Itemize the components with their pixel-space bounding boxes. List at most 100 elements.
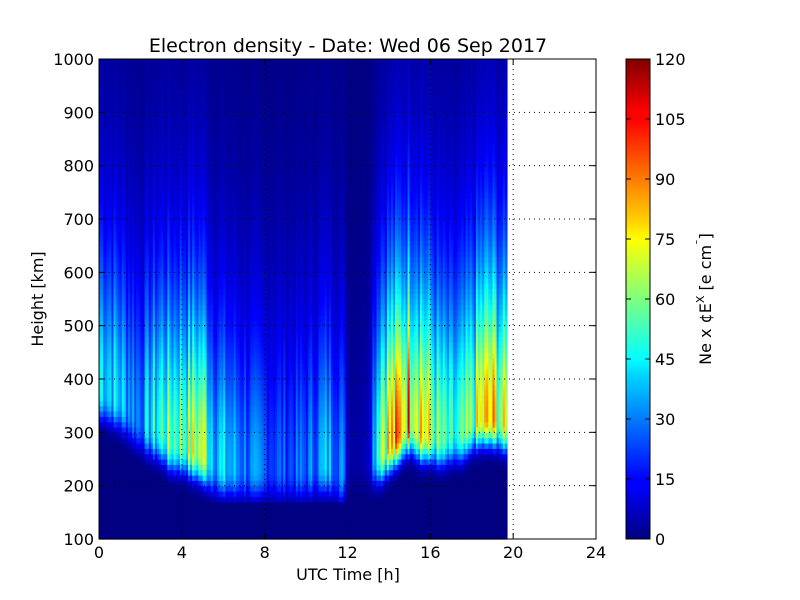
heatmap-cell xyxy=(113,96,117,103)
heatmap-cell xyxy=(159,320,162,327)
heatmap-cell xyxy=(101,528,104,535)
heatmap-cell xyxy=(179,139,183,145)
heatmap-cell xyxy=(125,224,129,231)
heatmap-cell xyxy=(140,107,144,113)
heatmap-cell xyxy=(121,160,125,167)
heatmap-cell xyxy=(140,229,144,236)
heatmap-cell xyxy=(163,485,166,492)
heatmap-cell xyxy=(198,219,202,225)
heatmap-cell xyxy=(173,517,177,524)
heatmap-cell xyxy=(177,453,181,460)
heatmap-cell xyxy=(101,299,104,305)
heatmap-cell xyxy=(169,432,173,439)
heatmap-cell xyxy=(119,293,123,300)
heatmap-column xyxy=(101,59,104,540)
heatmap-cell xyxy=(190,448,193,455)
heatmap-cell xyxy=(192,203,195,209)
heatmap-cell xyxy=(136,432,139,439)
heatmap-cell xyxy=(165,229,168,236)
heatmap-cell xyxy=(127,203,131,209)
heatmap-cell xyxy=(101,459,104,465)
heatmap-cell xyxy=(148,155,152,161)
heatmap-cell xyxy=(175,283,179,289)
heatmap-cell xyxy=(123,272,127,279)
heatmap-cell xyxy=(163,517,166,524)
heatmap-cell xyxy=(185,272,189,279)
heatmap-cell xyxy=(109,107,113,113)
heatmap-cell xyxy=(154,192,158,199)
heatmap-cell xyxy=(152,427,156,433)
heatmap-cell xyxy=(161,405,164,412)
heatmap-cell xyxy=(142,59,146,65)
heatmap-cell xyxy=(138,101,142,108)
heatmap-cell xyxy=(175,133,179,140)
heatmap-cell xyxy=(142,304,146,311)
heatmap-cell xyxy=(156,149,160,156)
heatmap-cell xyxy=(144,341,148,348)
heatmap-cell xyxy=(136,213,139,220)
heatmap-cell xyxy=(196,325,199,332)
heatmap-cell xyxy=(167,427,171,433)
heatmap-cell xyxy=(103,256,106,263)
heatmap-cell xyxy=(198,389,202,396)
heatmap-cell xyxy=(188,288,191,295)
heatmap-cell xyxy=(144,139,148,145)
heatmap-cell xyxy=(200,123,204,129)
heatmap-cell xyxy=(177,416,181,423)
heatmap-cell xyxy=(188,341,191,348)
heatmap-cell xyxy=(154,101,158,108)
heatmap-cell xyxy=(185,480,189,487)
heatmap-cell xyxy=(165,139,168,145)
heatmap-cell xyxy=(177,144,181,151)
heatmap-cell xyxy=(196,85,199,92)
heatmap-cell xyxy=(173,496,177,503)
heatmap-cell xyxy=(152,176,156,183)
heatmap-cell xyxy=(109,517,113,524)
heatmap-cell xyxy=(103,293,106,300)
heatmap-cell xyxy=(130,453,133,460)
heatmap-cell xyxy=(169,389,173,396)
heatmap-cell xyxy=(183,267,187,273)
heatmap-cell xyxy=(132,91,135,97)
heatmap-cell xyxy=(105,192,108,199)
heatmap-cell xyxy=(105,320,108,327)
heatmap-cell xyxy=(185,523,189,529)
heatmap-cell xyxy=(121,352,125,359)
heatmap-cell xyxy=(130,304,133,311)
heatmap-cell xyxy=(202,427,206,433)
heatmap-cell xyxy=(161,85,164,92)
heatmap-cell xyxy=(175,299,179,305)
heatmap-cell xyxy=(156,80,160,87)
heatmap-cell xyxy=(140,155,144,161)
heatmap-cell xyxy=(173,528,177,535)
heatmap-cell xyxy=(127,320,131,327)
heatmap-cell xyxy=(190,523,193,529)
heatmap-cell xyxy=(163,416,166,423)
heatmap-cell xyxy=(161,75,164,81)
heatmap-cell xyxy=(161,512,164,519)
heatmap-cell xyxy=(171,69,175,76)
heatmap-cell xyxy=(117,288,121,295)
heatmap-cell xyxy=(179,432,183,439)
heatmap-cell xyxy=(177,176,181,183)
heatmap-cell xyxy=(192,69,195,76)
heatmap-cell xyxy=(185,475,189,481)
heatmap-cell xyxy=(130,331,133,337)
heatmap-cell xyxy=(156,117,160,124)
heatmap-cell xyxy=(181,165,185,172)
heatmap-cell xyxy=(107,475,110,481)
heatmap-cell xyxy=(142,235,146,241)
heatmap-cell xyxy=(152,363,156,369)
heatmap-cell xyxy=(117,331,121,337)
heatmap-cell xyxy=(181,64,185,71)
heatmap-cell xyxy=(165,336,168,343)
heatmap-cell xyxy=(144,256,148,263)
heatmap-cell xyxy=(142,336,146,343)
heatmap-cell xyxy=(138,176,142,183)
heatmap-cell xyxy=(103,501,106,508)
heatmap-cell xyxy=(159,480,162,487)
heatmap-cell xyxy=(125,469,129,476)
heatmap-cell xyxy=(130,192,133,199)
heatmap-cell xyxy=(127,181,131,188)
heatmap-cell xyxy=(161,123,164,129)
